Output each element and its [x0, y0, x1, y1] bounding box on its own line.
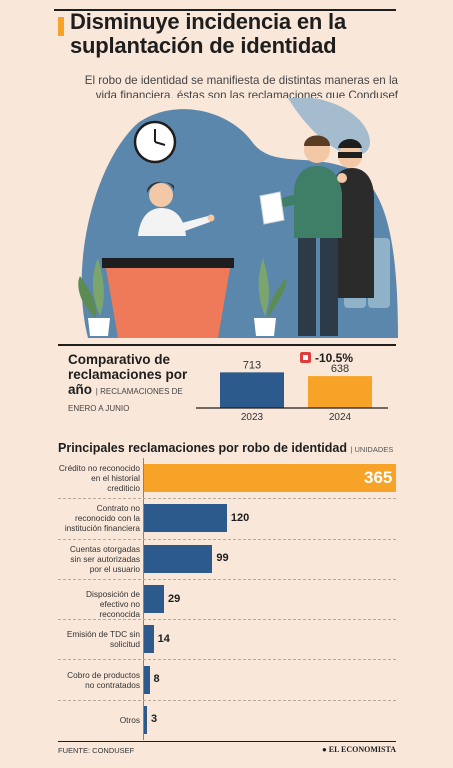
bar-value-label: 365 [364, 468, 393, 488]
row-divider [58, 498, 396, 500]
bar [144, 665, 150, 694]
top-rule [54, 9, 396, 11]
row-divider [58, 619, 396, 621]
comparison-year-label: 2023 [241, 412, 264, 423]
bar-category-label: Crédito no reconocido en el historial cr… [58, 463, 140, 494]
clock-icon [133, 120, 177, 164]
bar-row: Cuentas otorgadas sin ser autorizadas po… [58, 539, 396, 580]
plant-right [254, 258, 287, 336]
comparison-title-text: Comparativo de reclamaciones por año [68, 352, 188, 397]
bar-category-label: Disposición de efectivo no reconocida [86, 589, 140, 620]
source-label: FUENTE: CONDUSEF [58, 746, 135, 755]
bar [144, 544, 213, 573]
change-badge-icon-inner [303, 355, 308, 360]
row-divider [58, 699, 396, 701]
page-title: Disminuye incidencia en la suplantación … [70, 9, 347, 58]
bar-category-label: Otros [119, 714, 140, 725]
change-percent-label: -10.5% [315, 351, 353, 365]
comparison-year-label: 2024 [329, 412, 352, 423]
brand-icon: ● [321, 745, 329, 754]
section-rule [58, 344, 396, 346]
comparison-title: Comparativo de reclamaciones por año | R… [68, 352, 188, 416]
bar-row: Contrato no reconocido con la institució… [58, 498, 396, 540]
bar [144, 705, 147, 734]
row-divider [58, 659, 396, 661]
comparison-bar-2024 [308, 376, 372, 408]
title-accent-bar [58, 17, 64, 36]
bar-row: Disposición de efectivo no reconocida 29 [58, 579, 396, 621]
bar-row: Cobro de productos no contratados 8 [58, 660, 396, 701]
bar-category-label: Cobro de productos no contratados [67, 669, 140, 690]
row-divider [58, 578, 396, 580]
bar-row: Emisión de TDC sin solicitud 14 [58, 619, 396, 661]
bar-value-label: 8 [153, 673, 160, 686]
bar-category-label: Emisión de TDC sin solicitud [66, 629, 140, 650]
bar [144, 625, 154, 654]
bar [144, 585, 165, 614]
comparison-chart: 713 2023 638 2024 -10.5% [196, 351, 388, 423]
claims-bar-chart: Crédito no reconocido en el historial cr… [58, 458, 396, 740]
comparison-value-label: 713 [243, 359, 261, 371]
row-divider [58, 538, 396, 540]
comparison-value-label: 638 [331, 363, 349, 375]
brand-name: EL ECONOMISTA [328, 745, 396, 754]
bar-row: Otros 3 [58, 700, 396, 740]
footer-rule [58, 741, 396, 742]
bar-value-label: 29 [168, 592, 181, 605]
bar-value-label: 14 [157, 632, 170, 645]
bar [144, 504, 227, 533]
bar-value-label: 99 [216, 552, 229, 565]
plant-left [78, 258, 110, 336]
brand-logo: ● EL ECONOMISTA [322, 745, 396, 754]
bar-row: Crédito no reconocido en el historial cr… [58, 458, 396, 500]
identity-theft-illustration [58, 98, 398, 338]
bar-category-label: Contrato no reconocido con la institució… [64, 503, 140, 534]
man-figure [259, 135, 347, 336]
comparison-subtitle: | RECLAMACIONES DE ENERO A JUNIO [68, 387, 183, 413]
woman-figure [138, 181, 215, 236]
bar-value-label: 120 [230, 511, 250, 524]
bar [144, 464, 396, 493]
comparison-bar-2023 [220, 372, 284, 408]
main-chart-title-text: Principales reclamaciones por robo de id… [58, 441, 347, 455]
units-label: | UNIDADES [350, 445, 394, 454]
bar-value-label: 3 [151, 713, 158, 726]
bar-axis-line [143, 458, 144, 740]
bar-category-label: Cuentas otorgadas sin ser autorizadas po… [69, 543, 140, 574]
main-chart-title: Principales reclamaciones por robo de id… [58, 441, 398, 455]
